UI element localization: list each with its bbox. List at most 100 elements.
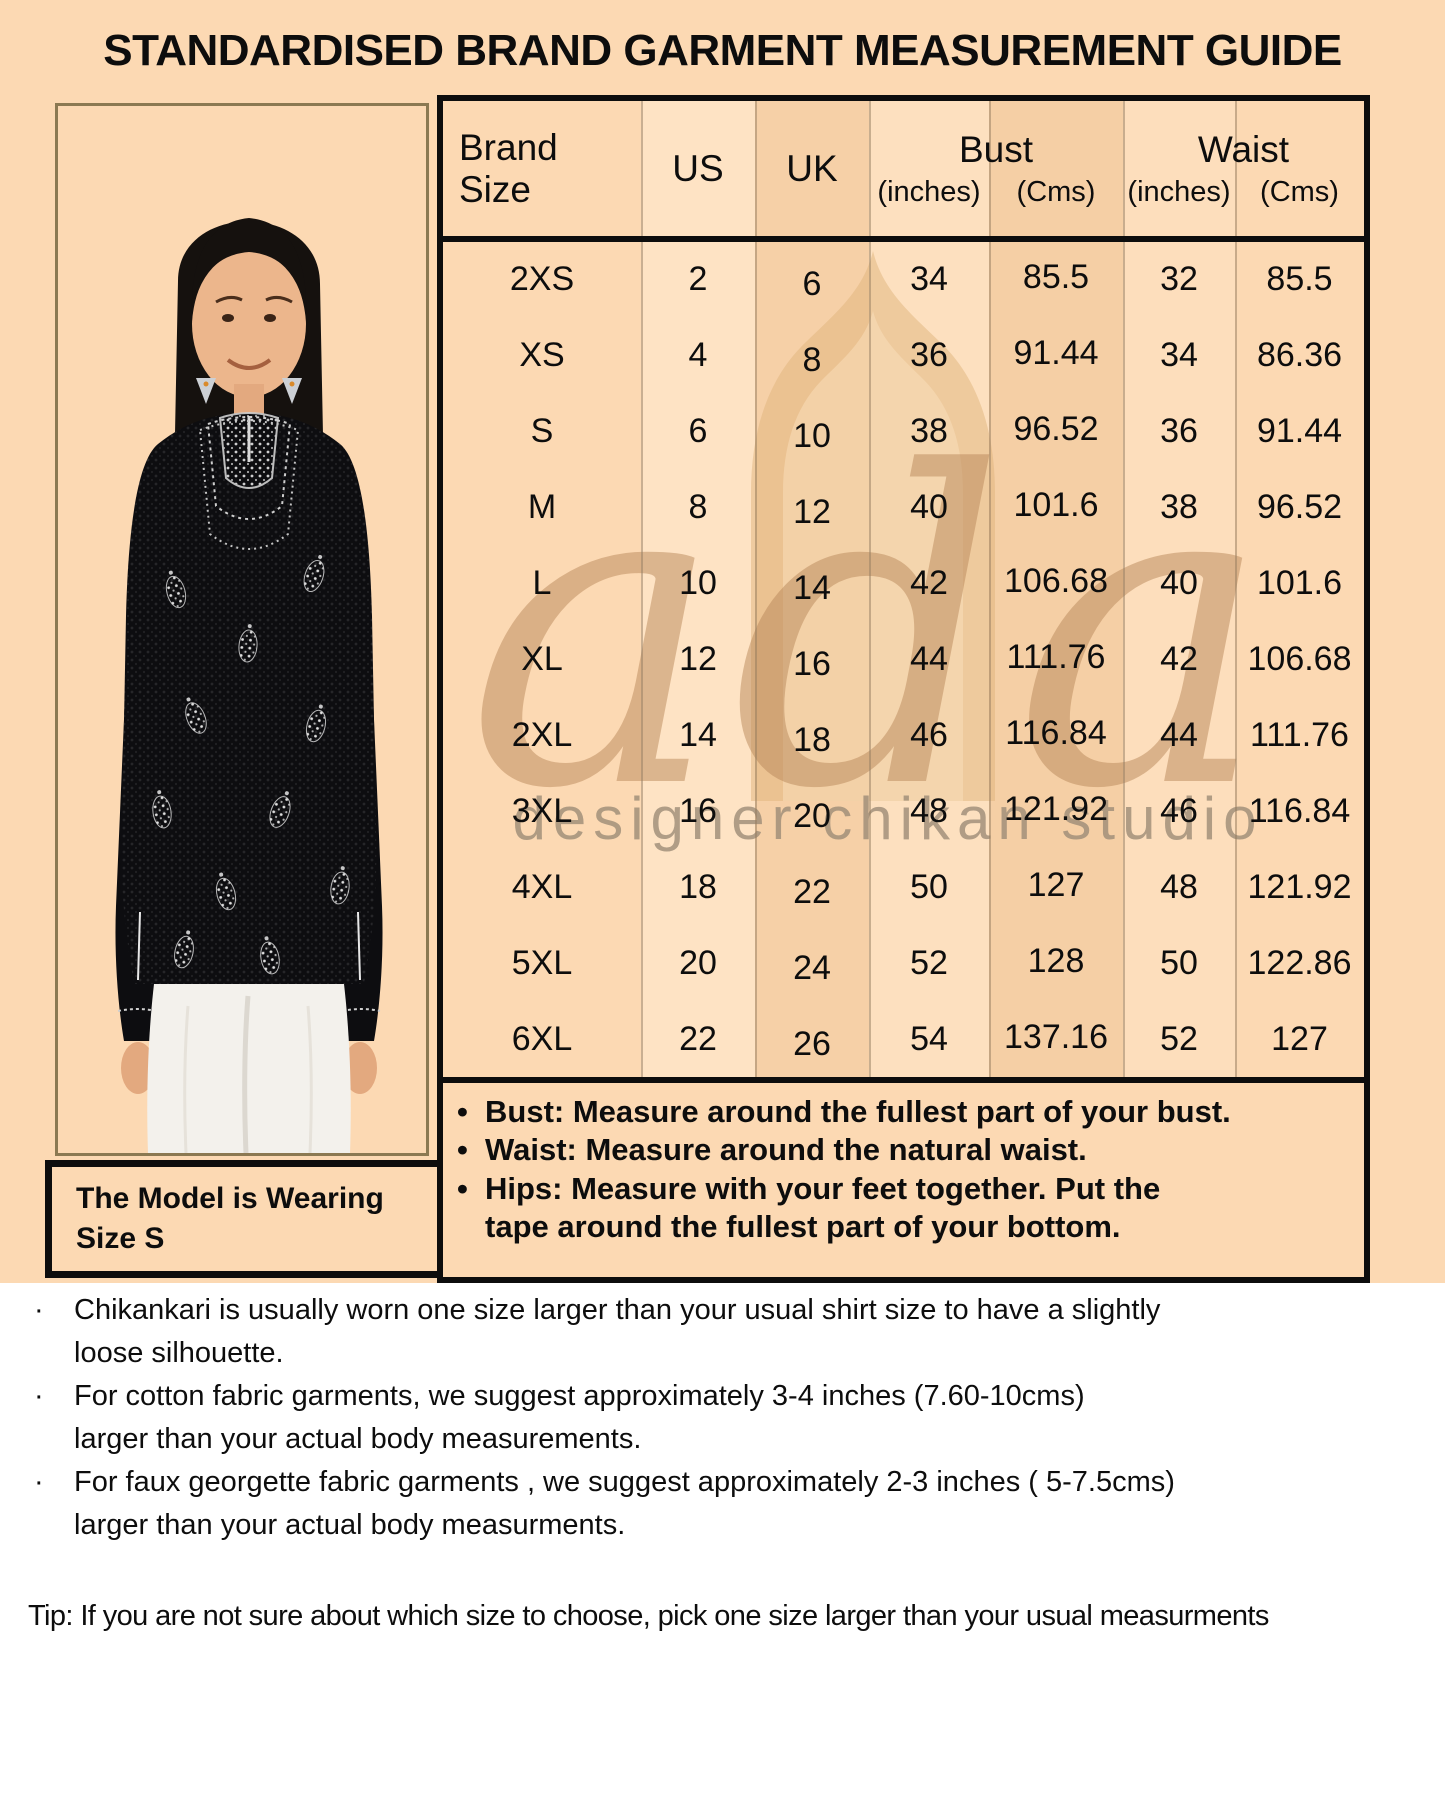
cell-waist-inches: 44 xyxy=(1160,715,1198,754)
cell-uk: 8 xyxy=(802,341,822,380)
brand-watermark: ada designer chikan studio xyxy=(467,101,1271,1077)
size-tip: Tip: If you are not sure about which siz… xyxy=(28,1600,1269,1632)
table-rows: 2XS 2 6 34 85.5 32 85.5 XS 4 8 36 91.44 … xyxy=(443,242,1364,1077)
cell-bust-cms: 111.76 xyxy=(1006,637,1106,676)
column-divider xyxy=(1123,101,1125,1077)
cell-bust-inches: 52 xyxy=(910,943,948,982)
cell-waist-cms: 106.68 xyxy=(1247,639,1352,678)
header-waist-inches: (inches) xyxy=(1127,176,1231,208)
bullet-icon xyxy=(30,1425,74,1454)
cell-waist-cms: 91.44 xyxy=(1256,412,1343,451)
model-photo-illustration xyxy=(58,106,426,1153)
cell-waist-inches: 32 xyxy=(1160,260,1198,299)
fit-advice-line: larger than your actual body measurments… xyxy=(30,1511,1320,1540)
table-header: Brand Size US UK Bust Waist (inches) (Cm… xyxy=(443,101,1364,236)
cell-uk: 16 xyxy=(793,644,831,683)
bullet-icon: • xyxy=(457,1170,468,1206)
cell-bust-inches: 34 xyxy=(910,260,948,299)
cell-brand-size: 2XL xyxy=(511,715,573,754)
bullet-icon: · xyxy=(34,1294,44,1326)
cell-waist-cms: 86.36 xyxy=(1256,336,1343,375)
cell-us: 22 xyxy=(679,1019,717,1058)
table-row: 3XL 16 20 48 121.92 46 116.84 xyxy=(443,773,1364,849)
cell-us: 14 xyxy=(679,715,717,754)
cell-waist-cms: 96.52 xyxy=(1256,488,1343,527)
bullet-icon xyxy=(30,1339,74,1368)
cell-waist-inches: 42 xyxy=(1160,639,1198,678)
cell-bust-inches: 46 xyxy=(910,715,948,754)
cell-bust-cms: 85.5 xyxy=(1022,258,1090,297)
cell-bust-inches: 54 xyxy=(910,1019,948,1058)
header-waist: Waist xyxy=(1197,129,1290,170)
measuring-note-line: • Bust: Measure around the fullest part … xyxy=(457,1093,1341,1131)
bullet-icon: • xyxy=(457,1094,468,1129)
table-row: M 8 12 40 101.6 38 96.52 xyxy=(443,470,1364,546)
model-size-caption-text: The Model is Wearing Size S xyxy=(76,1182,384,1255)
bullet-icon xyxy=(30,1511,74,1540)
cell-us: 4 xyxy=(688,336,708,375)
cell-us: 20 xyxy=(679,943,717,982)
cell-bust-inches: 44 xyxy=(910,639,948,678)
cell-brand-size: 2XS xyxy=(509,260,575,299)
fit-advice-text: For faux georgette fabric garments , we … xyxy=(74,1466,1175,1498)
watermark-subtitle-text: designer chikan studio xyxy=(512,785,1263,852)
cell-us: 12 xyxy=(679,639,717,678)
column-divider xyxy=(641,101,643,1077)
cell-brand-size: XS xyxy=(519,336,565,375)
header-us: US xyxy=(672,147,724,189)
cell-waist-cms: 127 xyxy=(1271,1019,1328,1058)
cell-brand-size: XL xyxy=(521,639,563,678)
table-row: XS 4 8 36 91.44 34 86.36 xyxy=(443,318,1364,394)
fit-advice-line: · For cotton fabric garments, we suggest… xyxy=(30,1382,1320,1411)
cell-uk: 26 xyxy=(793,1024,831,1063)
cell-bust-inches: 40 xyxy=(910,488,948,527)
cell-bust-cms: 96.52 xyxy=(1013,410,1099,449)
cell-uk: 10 xyxy=(793,417,831,456)
bullet-icon: · xyxy=(34,1466,44,1498)
measuring-note-line: • Hips: Measure with your feet together.… xyxy=(457,1170,1341,1208)
fit-advice-line: · Chikankari is usually worn one size la… xyxy=(30,1296,1320,1325)
cell-bust-cms: 116.84 xyxy=(1005,713,1107,752)
fit-advice-text: larger than your actual body measurments… xyxy=(74,1509,626,1541)
header-separator-line xyxy=(443,236,1364,242)
measuring-note-text: Waist: Measure around the natural waist. xyxy=(485,1132,1087,1168)
cell-uk: 22 xyxy=(793,872,831,911)
cell-us: 8 xyxy=(688,488,708,527)
header-bust-inches: (inches) xyxy=(877,176,981,208)
table-row: S 6 10 38 96.52 36 91.44 xyxy=(443,394,1364,470)
cell-waist-inches: 50 xyxy=(1160,943,1198,982)
cell-uk: 18 xyxy=(793,720,831,759)
cell-waist-inches: 34 xyxy=(1160,336,1198,375)
bullet-icon xyxy=(457,1208,485,1246)
cell-brand-size: 6XL xyxy=(511,1019,573,1058)
cell-bust-inches: 42 xyxy=(910,564,948,603)
model-photo-frame xyxy=(55,103,429,1156)
table-row: 5XL 20 24 52 128 50 122.86 xyxy=(443,925,1364,1001)
cell-waist-inches: 38 xyxy=(1160,488,1198,527)
cell-bust-cms: 137.16 xyxy=(1004,1017,1108,1056)
measuring-note-line: tape around the fullest part of your bot… xyxy=(457,1208,1341,1246)
notes-separator-line xyxy=(443,1077,1364,1083)
column-divider xyxy=(869,101,871,1077)
cell-waist-cms: 101.6 xyxy=(1256,564,1343,603)
column-divider xyxy=(755,101,757,1077)
cell-waist-inches: 36 xyxy=(1160,412,1198,451)
bullet-icon: · xyxy=(34,1380,44,1412)
fit-advice-text: Chikankari is usually worn one size larg… xyxy=(74,1294,1161,1326)
fit-advice-text: For cotton fabric garments, we suggest a… xyxy=(74,1380,1085,1412)
cell-waist-cms: 85.5 xyxy=(1266,260,1333,299)
column-divider xyxy=(989,101,991,1077)
bullet-icon: • xyxy=(457,1132,468,1168)
cell-brand-size: 5XL xyxy=(511,943,573,982)
fit-advice-text: larger than your actual body measurement… xyxy=(74,1423,642,1455)
cell-brand-size: S xyxy=(530,412,554,451)
size-table: ada designer chikan studio Brand Size US… xyxy=(437,95,1370,1283)
cell-us: 10 xyxy=(679,564,717,603)
table-row: 4XL 18 22 50 127 48 121.92 xyxy=(443,849,1364,925)
table-row: 2XL 14 18 46 116.84 44 111.76 xyxy=(443,697,1364,773)
cell-bust-cms: 101.6 xyxy=(1013,486,1099,525)
cell-bust-cms: 127 xyxy=(1027,865,1085,904)
table-row: 6XL 22 26 54 137.16 52 127 xyxy=(443,1001,1364,1077)
cell-waist-inches: 40 xyxy=(1160,564,1198,603)
cell-bust-cms: 121.92 xyxy=(1004,789,1108,828)
